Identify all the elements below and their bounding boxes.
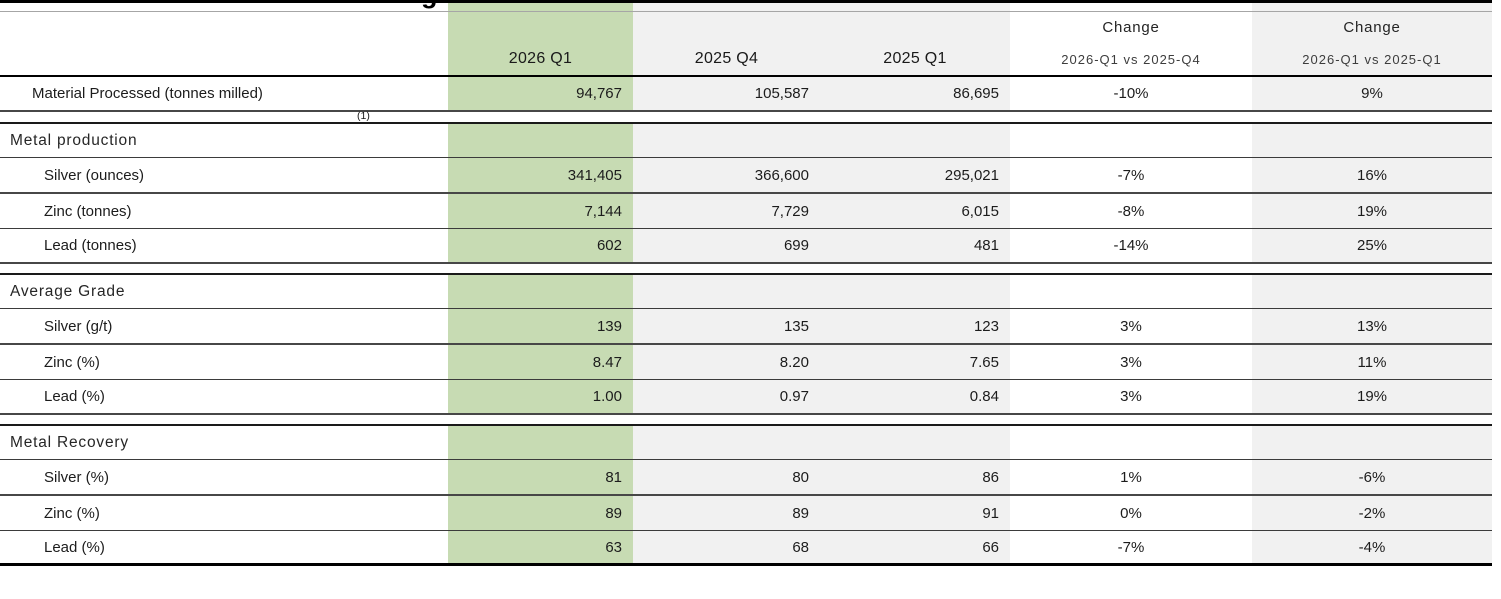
value-2026-q1: 89 [448,496,633,530]
table-row-silver-recovery: Silver (%) 81 80 86 1% -6% [0,460,1492,496]
value-change-yoy: 19% [1252,194,1492,228]
value-change-yoy: -6% [1252,460,1492,494]
header-row: 2026 Q1 2025 Q4 2025 Q1 Change 2026-Q1 v… [0,3,1492,77]
value-2025-q4: 89 [633,496,820,530]
row-label: Material Processed (tonnes milled) [32,85,263,102]
value-2025-q4: 0.97 [633,380,820,413]
section-row-average-grade: Average Grade [0,275,1492,309]
value-change-qoq: 3% [1010,380,1252,413]
value-change-qoq: -8% [1010,194,1252,228]
value-2026-q1: 81 [448,460,633,494]
section-spacer-row [0,264,1492,275]
value-2025-q1: 0.84 [820,380,1010,413]
value-2025-q1: 66 [820,531,1010,563]
value-2026-q1: 63 [448,531,633,563]
table-row-lead-recovery: Lead (%) 63 68 66 -7% -4% [0,531,1492,566]
value-change-yoy: 16% [1252,158,1492,192]
value-change-yoy: 11% [1252,345,1492,379]
value-2025-q1: 86 [820,460,1010,494]
value-change-qoq: -10% [1010,77,1252,110]
value-2025-q1: 295,021 [820,158,1010,192]
footnote-marker: (1) [357,110,370,122]
section-label: Metal Recovery [10,433,129,451]
value-change-yoy: 25% [1252,229,1492,262]
row-label: Silver (%) [44,468,110,486]
col-header-2026-q1: 2026 Q1 [448,3,633,75]
value-2025-q1: 6,015 [820,194,1010,228]
value-2025-q1: 7.65 [820,345,1010,379]
row-label: Lead (tonnes) [44,237,137,254]
value-2026-q1: 139 [448,309,633,343]
value-change-qoq: -14% [1010,229,1252,262]
table-row-zinc-recovery: Zinc (%) 89 89 91 0% -2% [0,496,1492,531]
value-2025-q1: 91 [820,496,1010,530]
value-change-yoy: 19% [1252,380,1492,413]
table-row-zinc-tonnes: Zinc (tonnes) 7,144 7,729 6,015 -8% 19% [0,194,1492,229]
row-label: Silver (ounces) [44,166,145,184]
section-label: Metal production [10,131,138,149]
value-2025-q4: 8.20 [633,345,820,379]
section-spacer-row [0,415,1492,426]
table-row-lead-grade: Lead (%) 1.00 0.97 0.84 3% 19% [0,380,1492,415]
value-2026-q1: 602 [448,229,633,262]
value-2026-q1: 341,405 [448,158,633,192]
value-2025-q4: 80 [633,460,820,494]
value-2025-q4: 105,587 [633,77,820,110]
value-2025-q1: 123 [820,309,1010,343]
table-row-lead-tonnes: Lead (tonnes) 602 699 481 -14% 25% [0,229,1492,264]
header-divider-line [0,11,1492,12]
page-title-fragment: g [421,2,441,10]
value-change-qoq: 1% [1010,460,1252,494]
value-2026-q1: 8.47 [448,345,633,379]
col-header-2025-q1: 2025 Q1 [820,3,1010,75]
value-2025-q4: 7,729 [633,194,820,228]
row-label: Lead (%) [44,388,105,405]
value-2026-q1: 1.00 [448,380,633,413]
row-label: Zinc (%) [44,504,100,522]
col-header-blank [0,3,448,75]
value-change-qoq: 0% [1010,496,1252,530]
value-2026-q1: 94,767 [448,77,633,110]
value-change-qoq: 3% [1010,345,1252,379]
value-2025-q4: 68 [633,531,820,563]
row-label: Zinc (tonnes) [44,202,132,220]
value-2025-q4: 366,600 [633,158,820,192]
table-row-material-processed: Material Processed (tonnes milled) 94,76… [0,77,1492,112]
table-row-silver-ounces: Silver (ounces) 341,405 366,600 295,021 … [0,158,1492,194]
value-change-yoy: -4% [1252,531,1492,563]
value-change-qoq: 3% [1010,309,1252,343]
row-label: Silver (g/t) [44,317,113,335]
value-2025-q4: 699 [633,229,820,262]
table-row-zinc-grade: Zinc (%) 8.47 8.20 7.65 3% 11% [0,345,1492,380]
value-change-qoq: -7% [1010,158,1252,192]
quarterly-results-table: g 2026 Q1 2025 Q4 2025 Q1 Change 2026-Q1… [0,0,1492,566]
table-row-silver-grade: Silver (g/t) 139 135 123 3% 13% [0,309,1492,345]
col-header-change-yoy: Change 2026-Q1 vs 2025-Q1 [1252,3,1492,75]
value-change-qoq: -7% [1010,531,1252,563]
value-change-yoy: -2% [1252,496,1492,530]
value-2025-q4: 135 [633,309,820,343]
section-row-metal-production: Metal production [0,124,1492,158]
row-label: Lead (%) [44,538,105,556]
col-header-2025-q4: 2025 Q4 [633,3,820,75]
value-2025-q1: 481 [820,229,1010,262]
value-2025-q1: 86,695 [820,77,1010,110]
value-change-yoy: 9% [1252,77,1492,110]
section-label: Average Grade [10,282,126,300]
value-2026-q1: 7,144 [448,194,633,228]
row-label: Zinc (%) [44,353,100,371]
footnote-spacer-row: (1) [0,110,1492,124]
value-change-yoy: 13% [1252,309,1492,343]
col-header-change-qoq: Change 2026-Q1 vs 2025-Q4 [1010,3,1252,75]
section-row-metal-recovery: Metal Recovery [0,426,1492,460]
